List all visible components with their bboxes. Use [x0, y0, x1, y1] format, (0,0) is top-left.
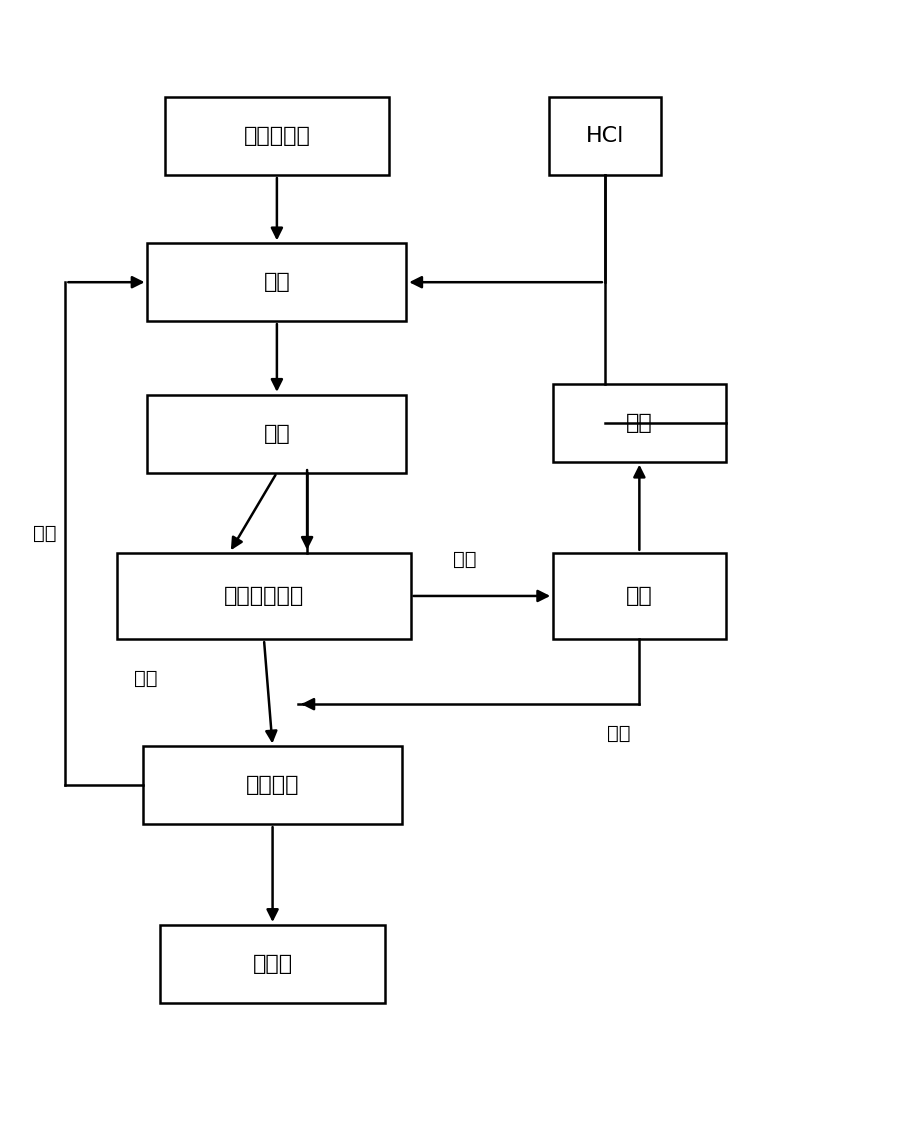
- Text: 液相: 液相: [607, 724, 631, 743]
- Text: 冷凝: 冷凝: [626, 586, 653, 606]
- Text: 氯硅烷高沸: 氯硅烷高沸: [244, 126, 310, 147]
- Bar: [165, 97, 389, 175]
- Text: HCl: HCl: [585, 126, 624, 147]
- Bar: [553, 552, 725, 639]
- Bar: [553, 384, 725, 462]
- Text: 高沸: 高沸: [33, 524, 57, 543]
- Bar: [117, 552, 411, 639]
- Bar: [147, 243, 406, 321]
- Text: 精馏提纯: 精馏提纯: [245, 775, 299, 796]
- Text: 加压: 加压: [626, 412, 653, 433]
- Text: 预热: 预热: [263, 424, 290, 444]
- Bar: [548, 97, 661, 175]
- Bar: [160, 925, 385, 1003]
- Text: 气相: 气相: [453, 550, 476, 569]
- Text: 氯硅烷: 氯硅烷: [253, 953, 293, 974]
- Text: 过滤: 过滤: [263, 273, 290, 292]
- Text: 催化裂解反应: 催化裂解反应: [224, 586, 304, 606]
- Bar: [147, 394, 406, 472]
- Text: 液相: 液相: [135, 669, 158, 687]
- Bar: [143, 746, 402, 824]
